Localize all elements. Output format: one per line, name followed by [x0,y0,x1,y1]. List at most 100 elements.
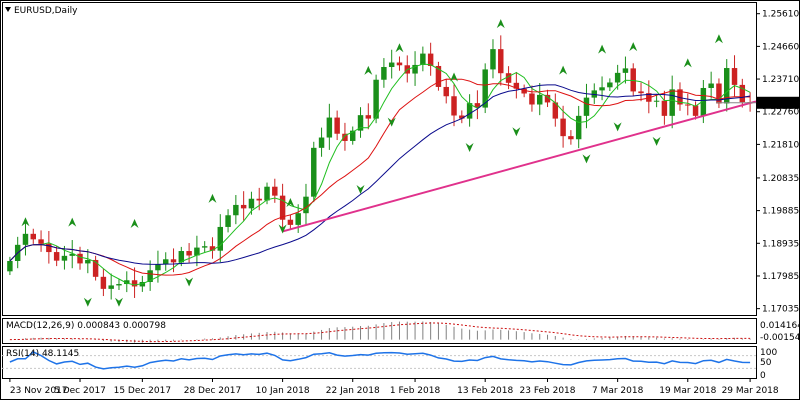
candle-body [560,118,566,137]
fractal-up-arrow [68,217,77,227]
candle-body [731,68,738,85]
macd-title: MACD(12,26,9) 0.000843 0.000798 [6,321,166,331]
candle-body [677,89,683,105]
candle-body [498,49,504,74]
fractal-down-arrow [387,117,396,127]
candle-body [700,87,707,116]
fractal-up-arrow [130,218,139,228]
fractal-up-arrow [286,197,295,207]
fractal-up-arrow [683,58,692,68]
candle-body [583,97,590,116]
slow-ma-line [9,84,751,265]
candle-body [287,219,294,225]
candle-body [186,251,192,256]
candle-body [646,93,652,102]
y-tick-label: 1.21810 [762,140,799,150]
fractal-down-arrow [278,224,287,234]
candle-body [685,104,691,106]
rsi-y-tick-label: 0 [760,371,766,381]
candle-body [295,213,301,225]
candle-body [630,68,636,92]
candle-body [53,252,60,261]
y-tick-label: 1.17035 [762,305,799,315]
main-panel-border [2,2,757,316]
candle-body [381,67,387,80]
candle-body [435,65,442,87]
candle-body [170,259,177,263]
candle-body [420,53,426,65]
candle-body [124,280,130,285]
candle-body [708,83,714,88]
fractal-down-arrow [652,136,661,146]
candle-body [552,102,559,119]
x-tick-label: 1 Feb 2018 [390,386,441,396]
fractal-down-arrow [613,122,622,132]
candle-body [474,103,481,108]
candle-body [544,94,551,103]
fractal-up-arrow [629,42,638,52]
candle-body [69,253,75,256]
candle-body [614,72,621,83]
y-tick-label: 1.24660 [762,42,799,52]
x-tick-label: 5 Dec 2017 [54,386,106,396]
y-tick-label: 1.19885 [762,207,799,217]
fractal-down-arrow [114,297,123,307]
candle-body [225,215,231,227]
rsi-y-tick-label: 50 [760,358,772,368]
mid-ma-line [9,78,751,276]
candle-body [194,247,200,256]
candle-body [92,259,99,277]
candle-body [139,281,146,287]
x-tick-label: 23 Nov 2017 [10,386,68,396]
rsi-panel-border [2,346,757,379]
candle-body [30,233,36,240]
candle-body [568,136,574,140]
candle-body [692,105,699,116]
y-tick-label: 1.25610 [762,10,799,20]
candle-body [272,186,278,196]
candle-body [311,147,317,197]
candle-body [116,284,122,286]
candle-body [669,89,675,116]
candle-body [334,117,340,134]
current-price-tag [757,96,799,109]
candle-body [622,68,629,73]
fractal-up-arrow [395,43,404,53]
candle-body [661,100,668,116]
candle-body [209,246,216,251]
candle-body [716,83,722,104]
fractal-up-arrow [559,65,568,75]
candle-body [537,94,543,105]
fractal-up-arrow [714,34,723,44]
candle-body [521,88,527,94]
fractal-down-arrow [582,154,591,164]
candle-body [490,49,496,70]
fractal-up-arrow [21,217,30,227]
candle-body [248,198,255,209]
candle-body [505,73,512,83]
candle-body [443,86,449,97]
candle-body [256,198,262,201]
y-tick-label: 1.23710 [762,75,799,85]
y-tick-label: 1.18935 [762,239,799,249]
candle-body [147,270,153,282]
candle-body [342,133,348,141]
y-tick-label: 1.17985 [762,272,799,282]
candle-body [100,276,107,289]
fractal-down-arrow [185,277,194,287]
candle-body [22,233,29,245]
candle-body [108,285,114,289]
candle-body [513,82,520,89]
candle-body [77,253,83,264]
candle-body [607,82,613,88]
candle-body [638,91,644,94]
fractal-up-arrow [598,44,607,54]
candle-body [724,68,730,104]
candle-body [163,259,169,265]
candle-body [85,259,91,264]
chart-title: EURUSD,Daily [14,6,78,16]
candle-body [365,115,372,119]
x-tick-label: 23 Feb 2018 [520,386,576,396]
